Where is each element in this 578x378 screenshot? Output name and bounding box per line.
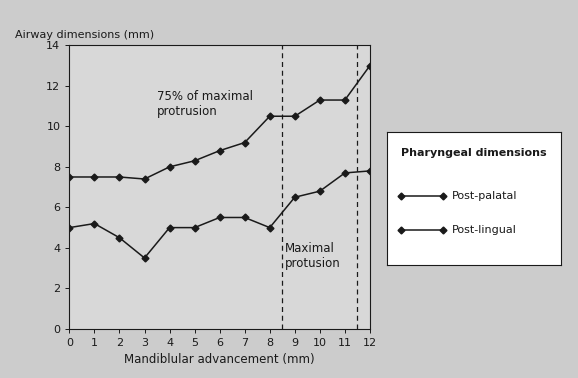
Post-palatal [216,149,223,153]
Text: Airway dimensions (mm): Airway dimensions (mm) [15,30,154,40]
Post-lingual [66,225,73,230]
X-axis label: Mandiblular advancement (mm): Mandiblular advancement (mm) [124,353,315,366]
Text: Maximal
protusion: Maximal protusion [285,242,340,270]
Line: Post-lingual: Post-lingual [67,169,372,260]
Post-palatal [342,98,349,102]
Post-palatal [116,175,123,179]
Text: 75% of maximal
protrusion: 75% of maximal protrusion [157,90,253,118]
Post-lingual [141,256,148,260]
Post-lingual [216,215,223,220]
Post-lingual [316,189,323,194]
Post-lingual [366,169,373,173]
Line: Post-palatal: Post-palatal [67,63,372,181]
Post-lingual [266,225,273,230]
Post-palatal [241,140,248,145]
Post-palatal [141,177,148,181]
Post-lingual [166,225,173,230]
Post-lingual [291,195,298,200]
Post-palatal [366,64,373,68]
Post-palatal [66,175,73,179]
Text: Post-palatal: Post-palatal [451,191,517,201]
Text: Pharyngeal dimensions: Pharyngeal dimensions [401,148,547,158]
Post-palatal [316,98,323,102]
Post-lingual [116,235,123,240]
Post-lingual [241,215,248,220]
Post-palatal [266,114,273,119]
Post-palatal [166,164,173,169]
Post-palatal [291,114,298,119]
Text: Post-lingual: Post-lingual [451,225,516,235]
Post-lingual [91,221,98,226]
Post-palatal [191,158,198,163]
Post-lingual [191,225,198,230]
Post-lingual [342,171,349,175]
Post-palatal [91,175,98,179]
